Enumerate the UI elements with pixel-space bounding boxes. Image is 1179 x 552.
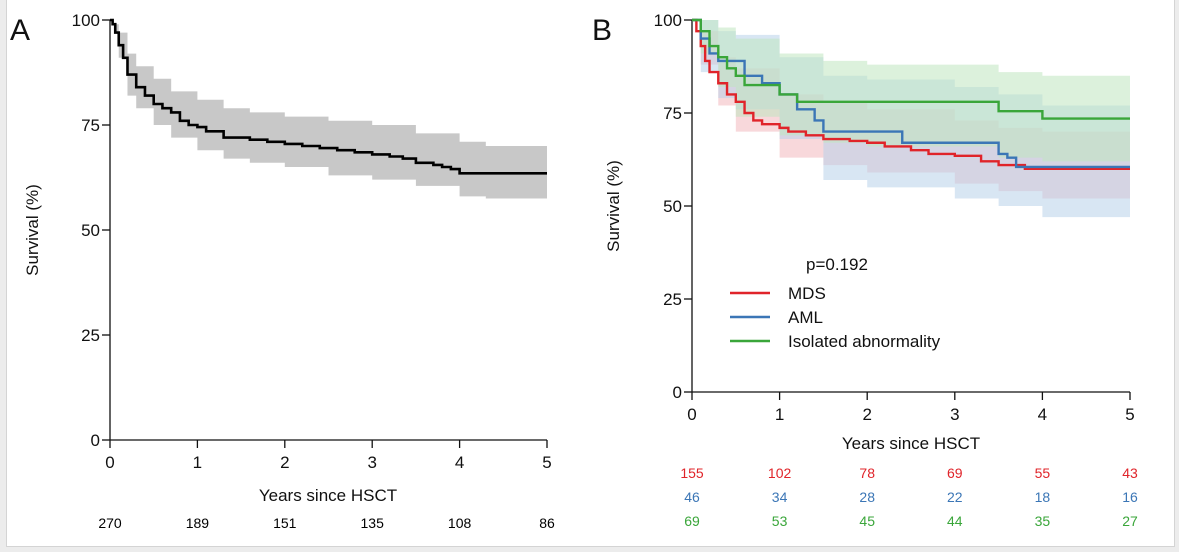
y-tick-label: 50 bbox=[663, 197, 682, 216]
panel-label: A bbox=[10, 14, 30, 47]
risk-table-value: 69 bbox=[684, 513, 700, 529]
y-axis-label: Survival (%) bbox=[23, 184, 42, 276]
x-tick-label: 4 bbox=[1038, 405, 1047, 424]
x-axis-label: Years since HSCT bbox=[259, 486, 397, 505]
risk-table-value: 34 bbox=[772, 489, 788, 505]
x-tick-label: 1 bbox=[193, 453, 202, 472]
risk-table-value: 135 bbox=[361, 515, 385, 531]
risk-table-value: 155 bbox=[680, 465, 704, 481]
x-tick-label: 1 bbox=[775, 405, 784, 424]
y-tick-label: 0 bbox=[91, 431, 100, 450]
x-tick-label: 5 bbox=[542, 453, 551, 472]
risk-table-value: 45 bbox=[859, 513, 875, 529]
x-tick-label: 2 bbox=[280, 453, 289, 472]
risk-table-value: 55 bbox=[1035, 465, 1051, 481]
x-axis-label: Years since HSCT bbox=[842, 434, 980, 453]
risk-table-value: 86 bbox=[539, 515, 555, 531]
risk-table-value: 43 bbox=[1122, 465, 1138, 481]
risk-table-value: 22 bbox=[947, 489, 963, 505]
x-tick-label: 2 bbox=[862, 405, 871, 424]
y-tick-label: 25 bbox=[663, 290, 682, 309]
legend-entry: MDS bbox=[730, 284, 826, 303]
risk-table-value: 78 bbox=[859, 465, 875, 481]
survival-line-0 bbox=[110, 18, 547, 175]
risk-table-value: 46 bbox=[684, 489, 700, 505]
risk-table-value: 69 bbox=[947, 465, 963, 481]
survival-line-0 bbox=[692, 18, 1130, 170]
legend-entry: AML bbox=[730, 308, 823, 327]
risk-table-value: 27 bbox=[1122, 513, 1138, 529]
risk-table-value: 35 bbox=[1035, 513, 1051, 529]
risk-table-value: 102 bbox=[768, 465, 792, 481]
confidence-band-0 bbox=[110, 20, 547, 199]
y-tick-label: 75 bbox=[81, 116, 100, 135]
risk-table-value: 16 bbox=[1122, 489, 1138, 505]
x-tick-label: 5 bbox=[1125, 405, 1134, 424]
y-tick-label: 25 bbox=[81, 326, 100, 345]
confidence-band-2 bbox=[692, 20, 1130, 162]
y-tick-label: 0 bbox=[673, 383, 682, 402]
panel-label: B bbox=[592, 14, 612, 47]
x-tick-label: 0 bbox=[687, 405, 696, 424]
x-tick-label: 3 bbox=[367, 453, 376, 472]
x-tick-label: 3 bbox=[950, 405, 959, 424]
panel-a: A 0 25 50 75 100 0 1 2 3 4 5 Years since HSCT Surviva… bbox=[10, 11, 555, 531]
p-value-annotation: p=0.192 bbox=[806, 255, 868, 274]
legend-entry: Isolated abnormality bbox=[730, 332, 941, 351]
risk-table-value: 270 bbox=[98, 515, 122, 531]
y-axis-label: Survival (%) bbox=[604, 160, 623, 252]
legend-label: MDS bbox=[788, 284, 826, 303]
legend-label: Isolated abnormality bbox=[788, 332, 941, 351]
risk-table-value: 44 bbox=[947, 513, 963, 529]
risk-table-value: 18 bbox=[1035, 489, 1051, 505]
risk-table-value: 151 bbox=[273, 515, 297, 531]
x-tick-label: 0 bbox=[105, 453, 114, 472]
risk-table-value: 28 bbox=[859, 489, 875, 505]
y-tick-label: 75 bbox=[663, 104, 682, 123]
y-tick-label: 100 bbox=[654, 11, 682, 30]
risk-table-value: 53 bbox=[772, 513, 788, 529]
risk-table-value: 108 bbox=[448, 515, 472, 531]
y-tick-label: 50 bbox=[81, 221, 100, 240]
x-tick-label: 4 bbox=[455, 453, 464, 472]
survival-line-2 bbox=[692, 18, 1130, 120]
risk-table-value: 189 bbox=[186, 515, 210, 531]
y-tick-label: 100 bbox=[72, 11, 100, 30]
legend-label: AML bbox=[788, 308, 823, 327]
